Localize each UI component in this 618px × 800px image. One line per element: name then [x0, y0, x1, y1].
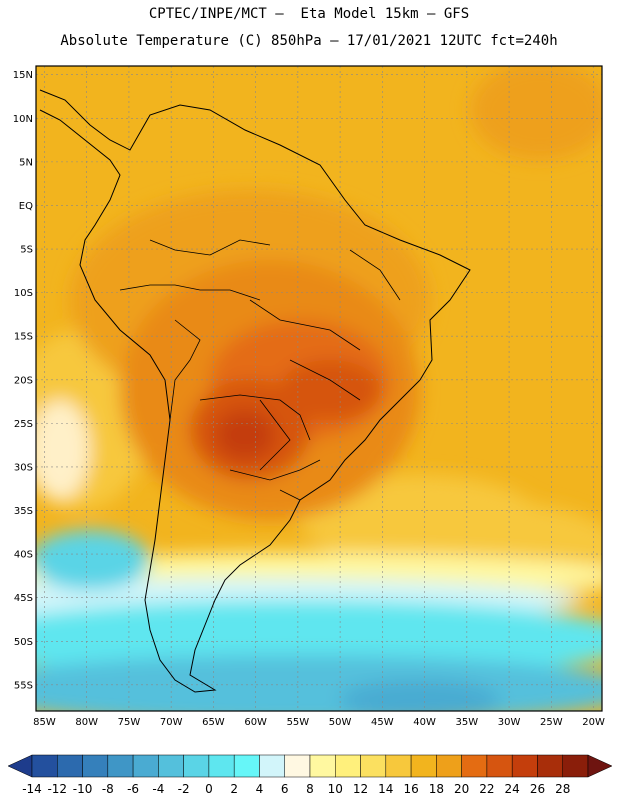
lon-tick-label: 80W — [75, 717, 98, 728]
colorbar-label: 2 — [230, 782, 238, 796]
colorbar-swatch — [132, 754, 159, 778]
lon-tick-label: 20W — [582, 717, 605, 728]
chart-title-line2: Absolute Temperature (C) 850hPa – 17/01/… — [60, 33, 558, 49]
colorbar-label: -10 — [73, 782, 93, 796]
colorbar-label: 22 — [479, 782, 494, 796]
graticule — [36, 66, 602, 711]
colorbar-label: 4 — [256, 782, 264, 796]
latitude-tick-labels: 15N 10N 5N EQ 5S 10S 15S 20S 25S 30S 35S 40S 45S 50S 5… — [13, 70, 33, 691]
lat-tick-label: 30S — [14, 462, 33, 473]
colorbar-swatch — [436, 754, 462, 778]
colorbar-label: 24 — [505, 782, 520, 796]
colorbar-label: 18 — [429, 782, 444, 796]
lon-tick-label: 65W — [202, 717, 225, 728]
lat-tick-label: 10S — [14, 288, 33, 299]
country-borders — [119, 239, 401, 501]
colorbar-swatch — [284, 754, 311, 778]
colorbar-label: 26 — [530, 782, 545, 796]
colorbar-label: -8 — [102, 782, 114, 796]
lat-tick-label: 15N — [13, 70, 33, 81]
colorbar-low-extend — [7, 754, 33, 778]
colorbar-label: 8 — [306, 782, 314, 796]
colorbar-label: 16 — [403, 782, 418, 796]
colorbar-swatch — [82, 754, 109, 778]
lat-tick-label: 40S — [14, 550, 33, 561]
lon-tick-label: 70W — [160, 717, 183, 728]
colorbar-label: 6 — [281, 782, 289, 796]
lat-tick-label: 55S — [14, 680, 33, 691]
lat-tick-label: 5N — [19, 157, 33, 168]
chart-title-line1: CPTEC/INPE/MCT – Eta Model 15km – GFS — [148, 6, 470, 22]
colorbar-label: -4 — [152, 782, 164, 796]
lon-tick-label: 85W — [33, 717, 56, 728]
lat-tick-label: 50S — [14, 637, 33, 648]
colorbar-swatch — [385, 754, 412, 778]
colorbar-swatch — [461, 754, 488, 778]
map-frame — [35, 65, 603, 712]
colorbar-swatch — [335, 754, 361, 778]
colorbar-swatch — [57, 754, 83, 778]
colorbar — [7, 754, 613, 778]
colorbar-label: -6 — [127, 782, 139, 796]
colorbar-swatch — [158, 754, 184, 778]
lon-tick-label: 40W — [413, 717, 436, 728]
colorbar-swatch — [259, 754, 285, 778]
colorbar-label: -2 — [178, 782, 190, 796]
lon-tick-label: 50W — [329, 717, 352, 728]
lon-tick-label: 60W — [244, 717, 267, 728]
lon-tick-label: 30W — [498, 717, 521, 728]
lon-tick-label: 45W — [371, 717, 394, 728]
lat-tick-label: 25S — [14, 419, 33, 430]
colorbar-swatch — [309, 754, 336, 778]
colorbar-label: 14 — [378, 782, 393, 796]
colorbar-label: -12 — [47, 782, 67, 796]
colorbar-swatch — [511, 754, 538, 778]
colorbar-swatch — [233, 754, 260, 778]
lon-tick-label: 55W — [287, 717, 310, 728]
lat-tick-label: 35S — [14, 506, 33, 517]
longitude-tick-labels: 85W 80W 75W 70W 65W 60W 55W 50W 45W 40W 35W 30W 25W 2… — [33, 717, 605, 728]
colorbar-swatch — [562, 754, 589, 778]
colorbar-swatch — [486, 754, 513, 778]
colorbar-label: 20 — [454, 782, 469, 796]
lat-tick-label: 10N — [13, 114, 33, 125]
colorbar-swatch — [107, 754, 134, 778]
lat-tick-label: 5S — [20, 245, 33, 256]
lon-tick-label: 35W — [456, 717, 479, 728]
colorbar-high-extend — [587, 754, 613, 778]
lat-tick-label: 45S — [14, 593, 33, 604]
colorbar-label: -14 — [22, 782, 42, 796]
colorbar-swatch — [208, 754, 235, 778]
lon-tick-label: 25W — [540, 717, 563, 728]
coastline — [39, 89, 471, 693]
temperature-field — [36, 66, 602, 711]
colorbar-label: 10 — [328, 782, 343, 796]
lat-tick-label: 20S — [14, 375, 33, 386]
lon-tick-label: 75W — [118, 717, 141, 728]
colorbar-swatch — [31, 754, 58, 778]
lat-tick-label: 15S — [14, 332, 33, 343]
colorbar-label: 0 — [205, 782, 213, 796]
colorbar-swatch — [360, 754, 387, 778]
colorbar-swatch — [183, 754, 210, 778]
colorbar-label: 12 — [353, 782, 368, 796]
colorbar-labels: -14 -12 -10 -8 -6 -4 -2 0 2 4 6 8 10 12 14 16 18 20 22 24 26… — [22, 782, 570, 796]
colorbar-swatch — [410, 754, 437, 778]
lat-tick-label: EQ — [19, 201, 33, 212]
colorbar-swatch — [537, 754, 563, 778]
colorbar-label: 28 — [555, 782, 570, 796]
